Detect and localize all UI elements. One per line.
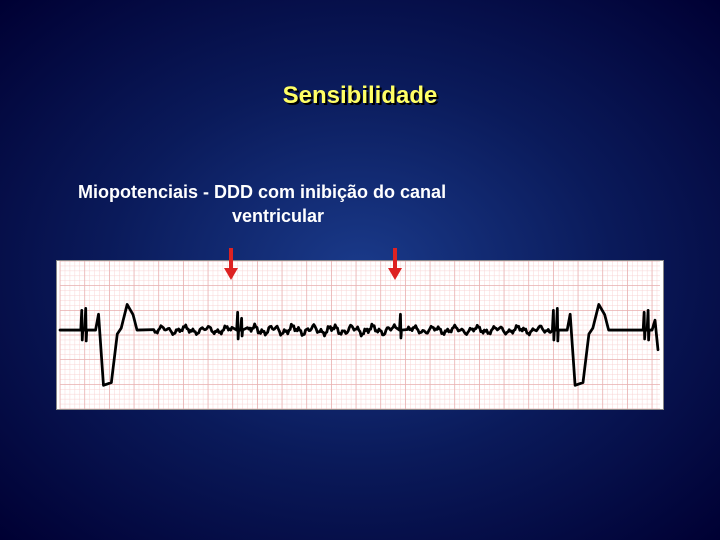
- marker-arrow-2: [388, 248, 402, 280]
- subtitle-prefix: Miopotenciais: [78, 182, 198, 202]
- subtitle-rest: - DDD com inibição do canal: [203, 182, 446, 202]
- slide-title: Sensibilidade: [0, 82, 720, 110]
- ecg-waveform: [57, 261, 663, 409]
- subtitle-line2: ventricular: [232, 206, 324, 227]
- ecg-strip: [56, 260, 664, 410]
- subtitle-line1: Miopotenciais - DDD com inibição do cana…: [78, 182, 446, 203]
- marker-arrow-1: [224, 248, 238, 280]
